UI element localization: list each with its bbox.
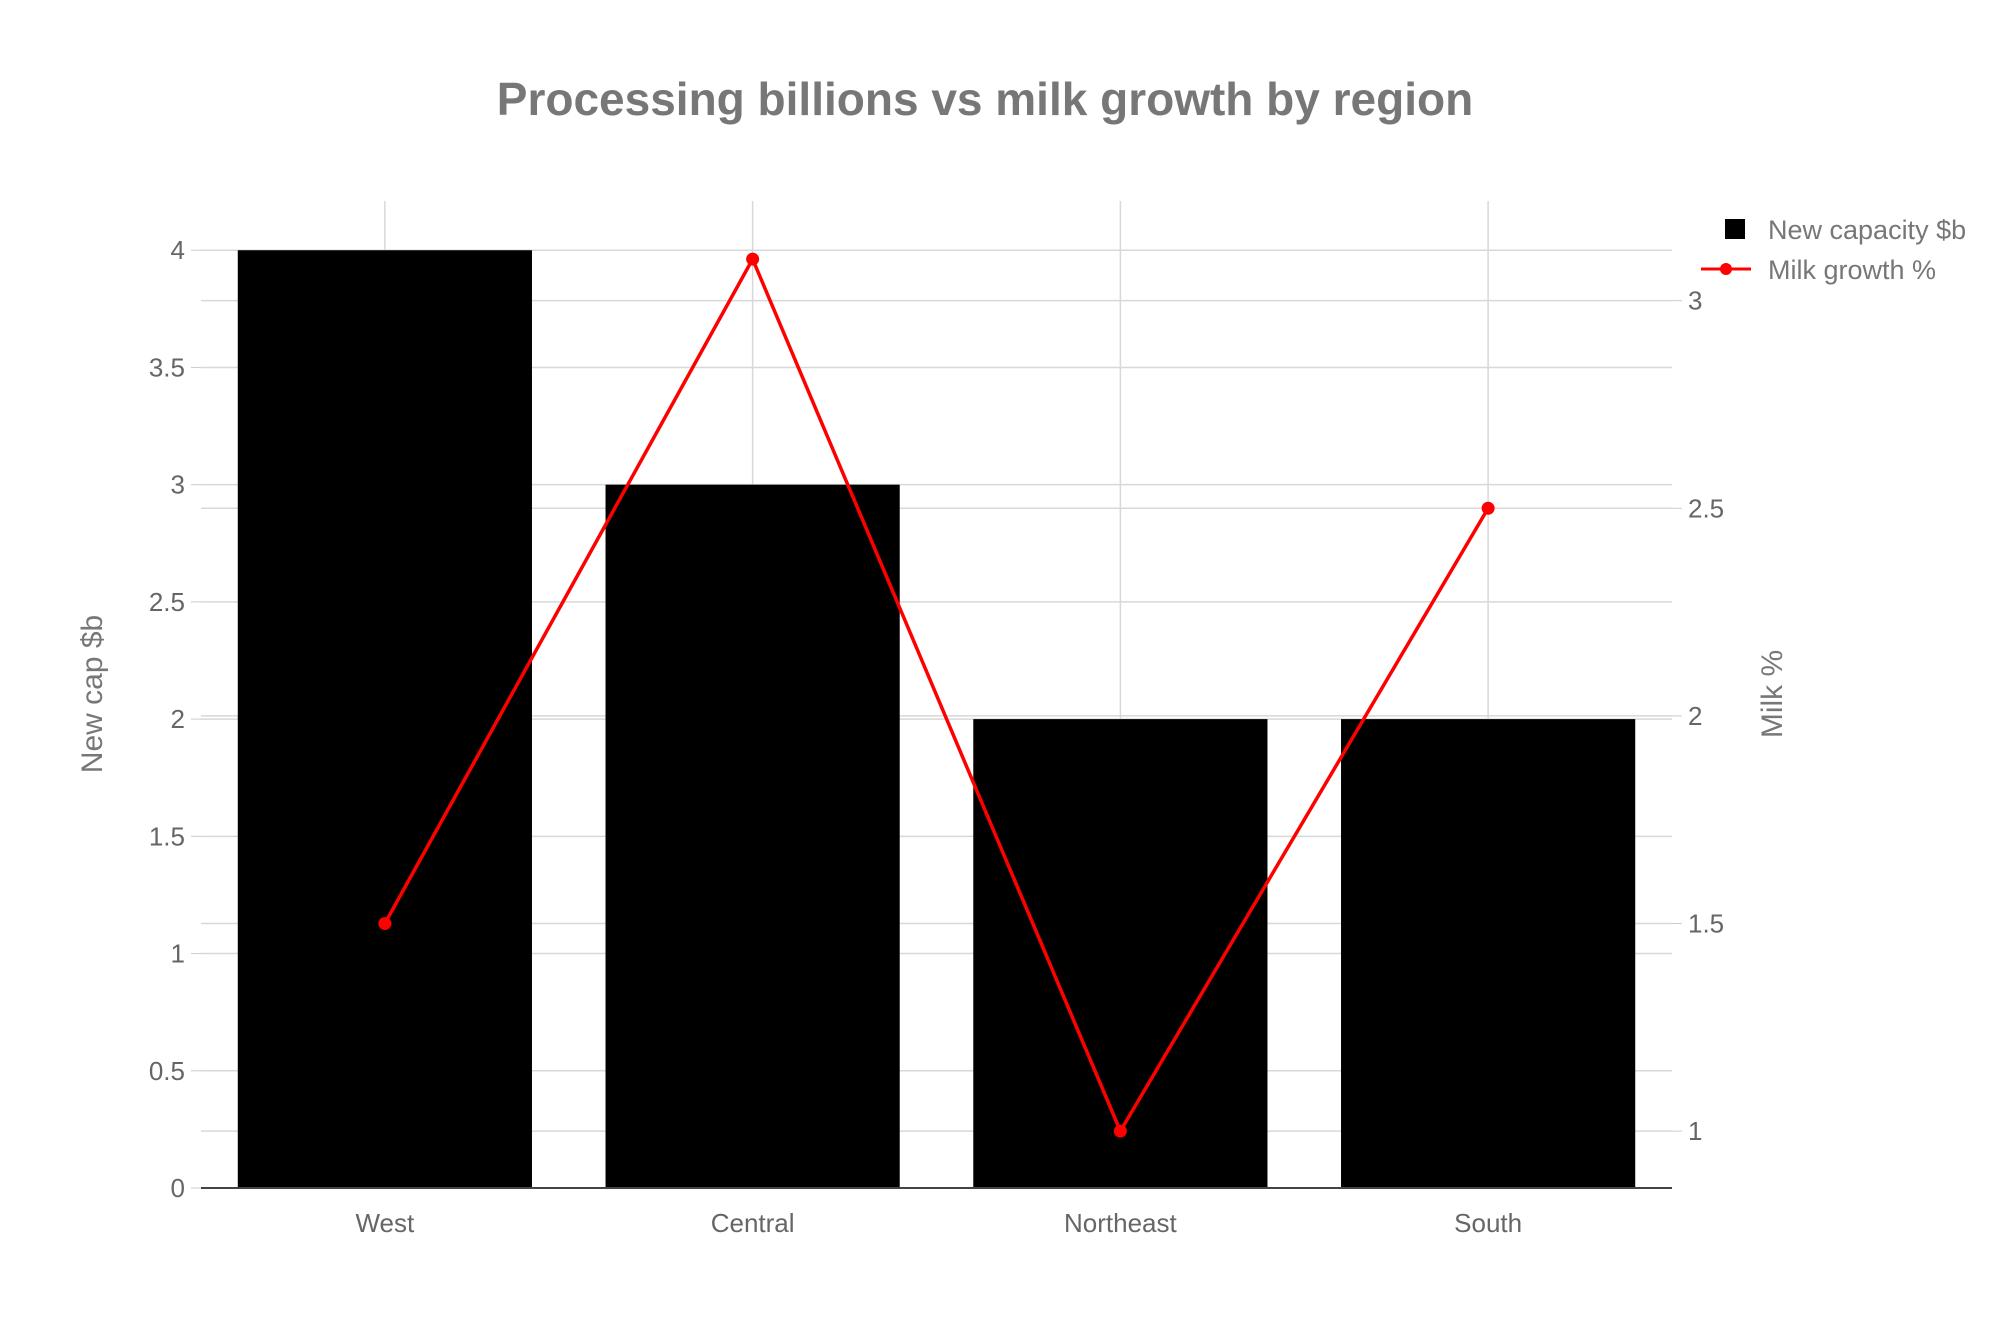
legend[interactable]: New capacity $b Milk growth % xyxy=(1701,215,1966,285)
x-tick-label: Northeast xyxy=(1064,1208,1177,1238)
x-tick-label: West xyxy=(355,1208,415,1238)
y-tick-label: 2 xyxy=(171,704,185,734)
legend-line-marker xyxy=(1720,263,1732,275)
y-tick-label: 3.5 xyxy=(149,352,185,382)
point-central[interactable] xyxy=(746,252,760,266)
right-axis-ticks: 1 1.5 2 2.5 3 xyxy=(1672,286,1724,1146)
point-west[interactable] xyxy=(378,916,392,930)
y-tick-label: 1 xyxy=(171,939,185,969)
y-tick-label: 4 xyxy=(171,235,185,265)
line-series xyxy=(378,252,1495,1138)
legend-label-milk[interactable]: Milk growth % xyxy=(1768,255,1936,285)
y2-tick-label: 2.5 xyxy=(1688,493,1724,523)
y-tick-label: 1.5 xyxy=(149,821,185,851)
chart-title: Processing billions vs milk growth by re… xyxy=(497,73,1473,125)
y2-axis-title: Milk % xyxy=(1756,650,1789,738)
bar-northeast[interactable] xyxy=(973,719,1268,1188)
bars xyxy=(237,250,1636,1189)
bar-west[interactable] xyxy=(237,250,532,1188)
y2-tick-label: 1 xyxy=(1688,1116,1702,1146)
y-tick-label: 2.5 xyxy=(149,587,185,617)
left-axis-ticks: 0 0.5 1 1.5 2 2.5 3 3.5 4 xyxy=(149,235,201,1203)
y2-tick-label: 1.5 xyxy=(1688,908,1724,938)
point-northeast[interactable] xyxy=(1113,1124,1127,1138)
y-tick-label: 3 xyxy=(171,470,185,500)
y-axis-title: New cap $b xyxy=(76,615,109,773)
milk-growth-line xyxy=(383,255,1490,1135)
bar-central[interactable] xyxy=(605,484,900,1189)
legend-label-capacity[interactable]: New capacity $b xyxy=(1768,215,1966,245)
y2-tick-label: 3 xyxy=(1688,286,1702,316)
y-tick-label: 0 xyxy=(171,1173,185,1203)
bar-south[interactable] xyxy=(1341,719,1636,1188)
y-tick-label: 0.5 xyxy=(149,1056,185,1086)
x-tick-label: Central xyxy=(711,1208,795,1238)
legend-bar-swatch xyxy=(1725,219,1745,239)
x-axis-ticks: West Central Northeast South xyxy=(201,1187,1672,1238)
point-south[interactable] xyxy=(1481,501,1495,515)
x-tick-label: South xyxy=(1454,1208,1522,1238)
y2-tick-label: 2 xyxy=(1688,701,1702,731)
